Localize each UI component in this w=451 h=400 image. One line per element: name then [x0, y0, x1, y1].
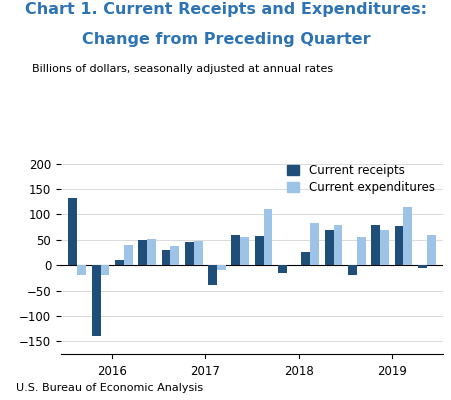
Bar	[147, 239, 156, 265]
Bar	[193, 241, 202, 265]
Bar	[379, 230, 388, 265]
Bar	[77, 265, 86, 275]
Text: U.S. Bureau of Economic Analysis: U.S. Bureau of Economic Analysis	[16, 383, 202, 393]
Bar	[115, 260, 124, 265]
Bar	[301, 252, 309, 265]
Bar	[231, 235, 240, 265]
Bar	[68, 198, 77, 265]
Bar	[426, 235, 435, 265]
Bar	[101, 265, 109, 275]
Bar	[240, 237, 249, 265]
Bar	[161, 250, 170, 265]
Bar	[184, 242, 193, 265]
Bar	[138, 240, 147, 265]
Bar	[402, 207, 411, 265]
Bar	[417, 265, 426, 268]
Text: 2017: 2017	[190, 365, 220, 378]
Text: 2019: 2019	[376, 365, 406, 378]
Bar	[216, 265, 226, 270]
Bar	[92, 265, 101, 336]
Bar	[254, 236, 263, 265]
Text: Billions of dollars, seasonally adjusted at annual rates: Billions of dollars, seasonally adjusted…	[32, 64, 332, 74]
Bar	[394, 226, 402, 265]
Bar	[208, 265, 216, 286]
Bar	[263, 209, 272, 265]
Text: Chart 1. Current Receipts and Expenditures:: Chart 1. Current Receipts and Expenditur…	[25, 2, 426, 17]
Text: 2016: 2016	[97, 365, 127, 378]
Bar	[333, 224, 341, 265]
Legend: Current receipts, Current expenditures: Current receipts, Current expenditures	[285, 162, 436, 196]
Bar	[124, 245, 133, 265]
Text: Change from Preceding Quarter: Change from Preceding Quarter	[82, 32, 369, 47]
Text: 2018: 2018	[283, 365, 313, 378]
Bar	[356, 237, 365, 265]
Bar	[170, 246, 179, 265]
Bar	[277, 265, 286, 273]
Bar	[370, 224, 379, 265]
Bar	[324, 230, 333, 265]
Bar	[309, 223, 318, 265]
Bar	[347, 265, 356, 275]
